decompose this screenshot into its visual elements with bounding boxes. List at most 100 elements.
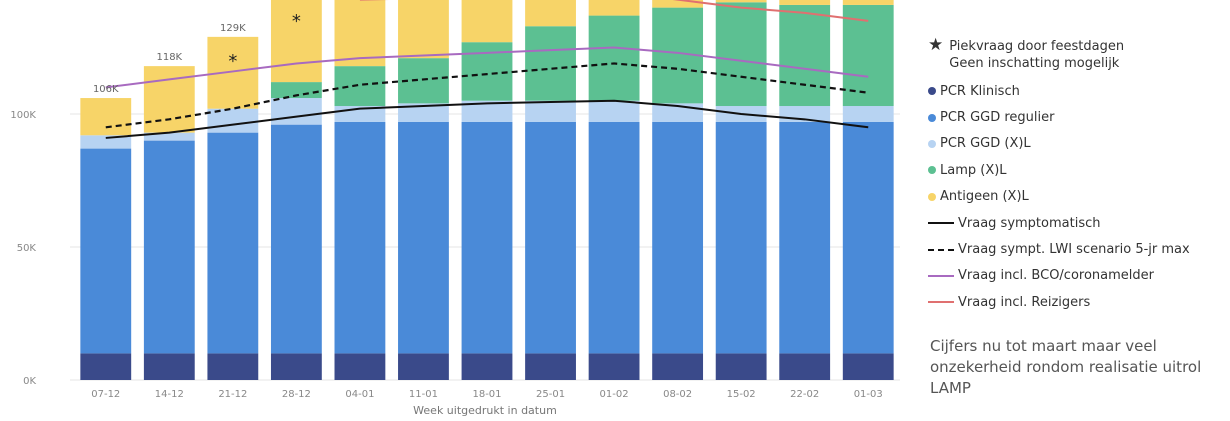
legend-dot-icon — [928, 192, 936, 201]
bar-segment — [779, 4, 831, 107]
x-tick-label: 14-12 — [155, 389, 184, 400]
bar-segment — [461, 42, 513, 101]
bar-segment — [525, 0, 576, 27]
bar-segment — [715, 2, 767, 107]
demand-line — [105, 62, 869, 129]
x-tick-label: 21-12 — [218, 389, 247, 400]
bar-segment — [652, 0, 704, 8]
legend-line-icon — [928, 301, 954, 304]
legend-note-line2: Geen inschatting mogelijk — [949, 56, 1120, 71]
star-marker: * — [292, 11, 301, 32]
bar-stack — [398, 0, 449, 380]
legend-dot-icon — [928, 139, 936, 148]
bar-stack — [143, 66, 195, 380]
bar-segment — [588, 100, 640, 122]
bar-segment — [842, 106, 894, 122]
legend-dot-icon — [928, 87, 936, 96]
legend-item: PCR GGD (X)L — [928, 131, 1228, 157]
bar-segment — [588, 0, 640, 16]
demand-line — [105, 99, 869, 139]
bar-segment — [143, 132, 195, 141]
y-tick-label: 0K — [23, 376, 36, 387]
bar-segment — [461, 0, 513, 43]
bar-segment — [80, 353, 132, 380]
demand-line — [105, 46, 869, 89]
x-tick-label: 04-01 — [345, 389, 374, 400]
bar-segment — [525, 26, 576, 101]
bar-segment — [779, 121, 831, 354]
bar-segment — [779, 0, 831, 5]
legend-label: Lamp (X)L — [940, 162, 1007, 178]
legend-note: ★ Piekvraag door feestdagen Geen inschat… — [928, 37, 1228, 72]
bar-stack — [525, 0, 576, 380]
legend-label: Vraag sympt. LWI scenario 5-jr max — [958, 242, 1190, 258]
x-tick-label: 22-02 — [790, 389, 819, 400]
total-labels: 106K118K129K144K157K162K164K165K167K169K… — [93, 23, 246, 95]
legend-item: PCR Klinisch — [928, 78, 1228, 104]
bar-segment — [461, 100, 513, 122]
y-tick-label: 100K — [10, 110, 36, 121]
stacked-bar-chart: 0K50K100K150K 106K118K129K144K157K162K16… — [10, 0, 900, 417]
bar-segment — [334, 353, 386, 380]
x-axis: 07-12 14-12 21-12 28-12 04-01 11-01 18-01 25-01… — [91, 389, 883, 400]
bar-stacks — [80, 0, 894, 380]
bar-segment — [525, 100, 576, 122]
bar-segment — [715, 353, 767, 380]
star-marker: * — [228, 51, 237, 72]
legend-label: Vraag symptomatisch — [958, 215, 1101, 231]
x-tick-label: 07-12 — [91, 389, 120, 400]
total-label: 118K — [156, 52, 182, 63]
legend-item: Vraag sympt. LWI scenario 5-jr max — [928, 236, 1228, 262]
bar-stack — [842, 0, 894, 380]
bar-segment — [842, 4, 894, 107]
legend-label: Antigeen (X)L — [940, 189, 1029, 205]
legend-label: PCR Klinisch — [940, 83, 1020, 99]
bar-segment — [398, 121, 449, 354]
bar-segment — [842, 353, 894, 380]
bar-segment — [842, 0, 894, 5]
bar-stack — [334, 0, 386, 380]
legend-line-icon — [928, 248, 954, 251]
bar-stack — [779, 0, 831, 380]
bar-segment — [652, 121, 704, 354]
legend-note-line1: Piekvraag door feestdagen — [949, 39, 1125, 54]
legend-item: Vraag symptomatisch — [928, 210, 1228, 236]
legend: ★ Piekvraag door feestdagen Geen inschat… — [928, 37, 1228, 316]
bar-segment — [398, 0, 449, 59]
legend-note-text: Piekvraag door feestdagen Geen inschatti… — [949, 38, 1124, 72]
bar-segment — [143, 140, 195, 354]
legend-item: Antigeen (X)L — [928, 184, 1228, 210]
x-tick-label: 01-02 — [600, 389, 629, 400]
bar-segment — [398, 353, 449, 380]
x-tick-label: 18-01 — [472, 389, 501, 400]
legend-line-icon — [928, 274, 954, 277]
bar-segment — [588, 121, 640, 354]
bar-segment — [588, 15, 640, 101]
x-axis-title: Week uitgedrukt in datum — [413, 404, 557, 417]
y-tick-label: 50K — [17, 243, 37, 254]
bar-segment — [525, 353, 576, 380]
bar-segment — [270, 124, 322, 354]
legend-item: Lamp (X)L — [928, 157, 1228, 183]
bar-segment — [270, 353, 322, 380]
bar-segment — [270, 82, 322, 99]
legend-dot-icon — [928, 166, 936, 175]
legend-line-icon — [928, 222, 954, 225]
legend-label: PCR GGD (X)L — [940, 136, 1031, 152]
bar-segment — [461, 121, 513, 354]
bar-segment — [80, 135, 132, 149]
demand-line — [359, 0, 869, 22]
bar-segment — [207, 132, 259, 354]
legend-label: Vraag incl. Reizigers — [958, 294, 1091, 310]
legend-items: PCR Klinisch PCR GGD regulier PCR GGD (X)L… — [928, 78, 1228, 316]
y-axis: 0K50K100K150K — [10, 110, 37, 387]
bar-segment — [779, 353, 831, 380]
bar-segment — [80, 98, 132, 136]
bar-stack — [652, 0, 704, 380]
x-tick-label: 01-03 — [854, 389, 883, 400]
bar-segment — [842, 121, 894, 354]
x-tick-label: 11-01 — [409, 389, 438, 400]
x-tick-label: 15-02 — [727, 389, 756, 400]
legend-item: PCR GGD regulier — [928, 104, 1228, 130]
bar-segment — [80, 148, 132, 354]
